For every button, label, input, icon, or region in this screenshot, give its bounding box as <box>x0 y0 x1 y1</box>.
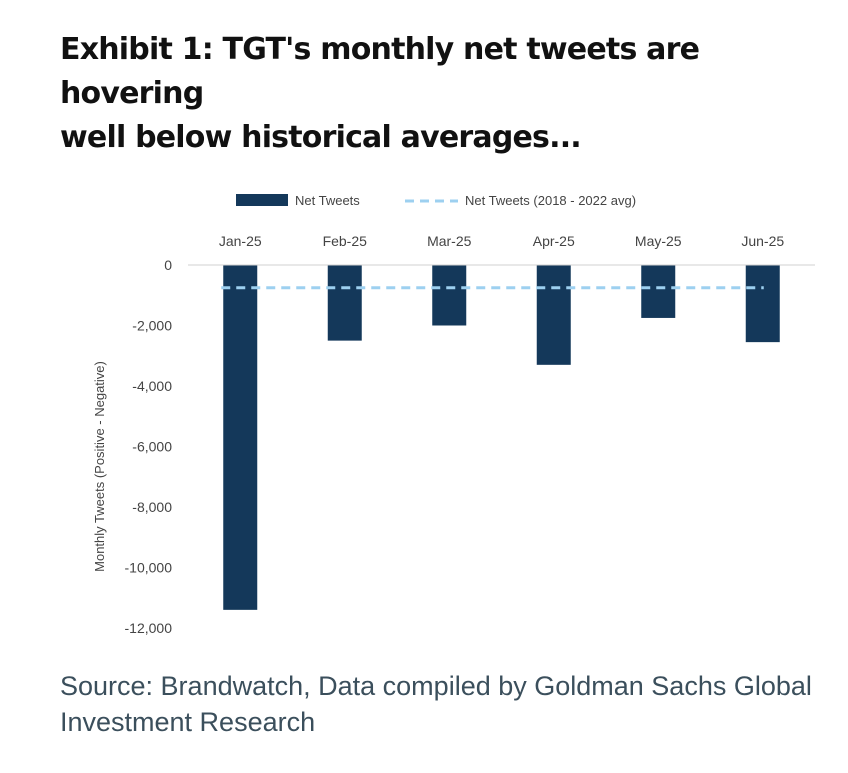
y-tick-label: -10,000 <box>125 560 173 576</box>
chart-title-line-2: well below historical averages... <box>60 120 582 155</box>
y-axis-title: Monthly Tweets (Positive - Negative) <box>92 361 107 572</box>
x-tick-label: Mar-25 <box>427 233 472 249</box>
y-tick-label: 0 <box>164 257 172 273</box>
x-tick-label: Jan-25 <box>219 233 262 249</box>
chart-title-line-1: Exhibit 1: TGT's monthly net tweets are … <box>60 32 700 111</box>
x-tick-label: Jun-25 <box>741 233 784 249</box>
chart-title: Exhibit 1: TGT's monthly net tweets are … <box>60 28 840 160</box>
bar-Apr-25 <box>536 265 571 365</box>
x-tick-label: Apr-25 <box>533 233 575 249</box>
source-line-2: Investment Research <box>60 707 316 737</box>
bar-Feb-25 <box>327 265 362 341</box>
legend-label-net-tweets: Net Tweets <box>295 193 360 208</box>
x-tick-label: May-25 <box>635 233 682 249</box>
legend-swatch-net-tweets <box>236 194 288 206</box>
y-tick-label: -6,000 <box>132 439 172 455</box>
source-note: Source: Brandwatch, Data compiled by Gol… <box>60 668 840 740</box>
y-tick-label: -8,000 <box>132 499 172 515</box>
bar-Mar-25 <box>432 265 467 326</box>
bar-chart: Net Tweets Net Tweets (2018 - 2022 avg) Ja… <box>92 193 815 636</box>
legend-label-avg: Net Tweets (2018 - 2022 avg) <box>465 193 636 208</box>
y-tick-label: -12,000 <box>125 620 173 636</box>
x-tick-label: Feb-25 <box>323 233 368 249</box>
y-tick-label: -4,000 <box>132 378 172 394</box>
source-line-1: Source: Brandwatch, Data compiled by Gol… <box>60 671 812 701</box>
bar-Jun-25 <box>745 265 780 343</box>
bar-Jan-25 <box>223 265 258 610</box>
y-tick-label: -2,000 <box>132 318 172 334</box>
bar-May-25 <box>641 265 676 318</box>
